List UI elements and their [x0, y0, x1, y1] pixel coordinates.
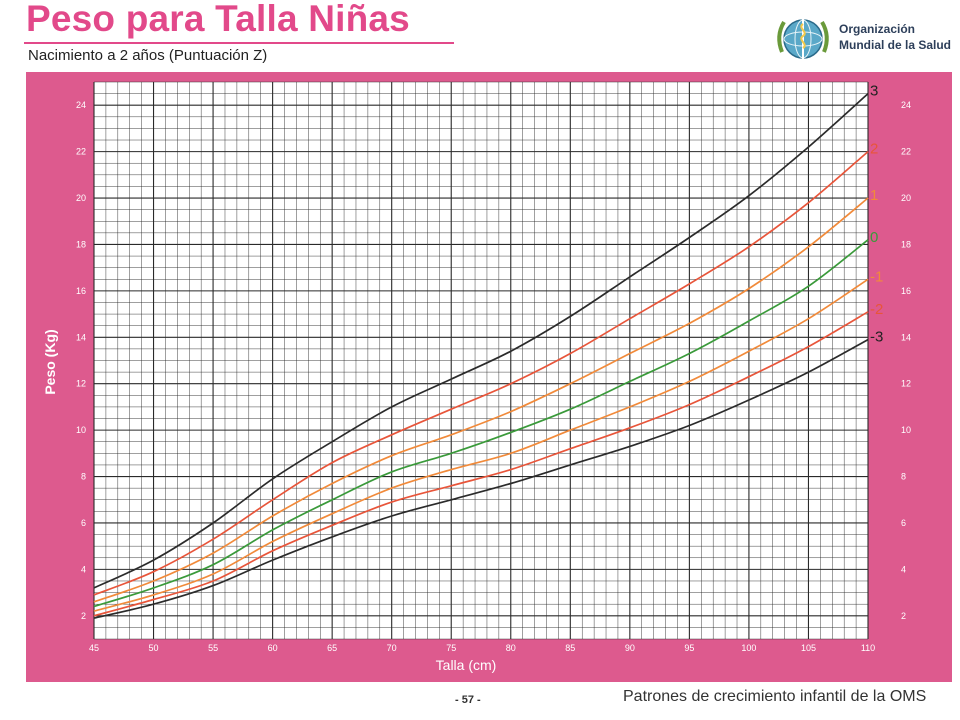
- series-label-z-2: -2: [870, 301, 883, 318]
- who-emblem-icon: [777, 18, 829, 62]
- y-tick-label-left: 6: [81, 518, 86, 528]
- y-tick-label-left: 10: [76, 425, 86, 435]
- org-name-line1: Organización: [839, 22, 916, 36]
- series-line-z2: [93, 150, 869, 596]
- y-tick-label-right: 6: [901, 518, 906, 528]
- y-tick-label-left: 24: [76, 100, 86, 110]
- y-tick-label-right: 20: [901, 193, 911, 203]
- footer-source: Patrones de crecimiento infantil de la O…: [623, 688, 927, 705]
- organization-logo: Organización Mundial de la Salud: [772, 12, 952, 66]
- y-tick-label-right: 10: [901, 425, 911, 435]
- series-group: [93, 92, 869, 619]
- x-tick-label: 75: [446, 643, 456, 653]
- page-title: Peso para Talla Niñas: [26, 0, 410, 39]
- x-tick-label: 45: [89, 643, 99, 653]
- x-tick-label: 55: [208, 643, 218, 653]
- y-tick-label-right: 22: [901, 147, 911, 157]
- y-tick-label-right: 4: [901, 564, 906, 574]
- y-tick-label-left: 8: [81, 472, 86, 482]
- page-number: - 57 -: [455, 694, 481, 706]
- y-tick-label-left: 22: [76, 147, 86, 157]
- series-label-z1: 1: [870, 187, 878, 204]
- y-tick-label-left: 20: [76, 193, 86, 203]
- y-tick-label-right: 16: [901, 286, 911, 296]
- x-tick-label: 110: [861, 643, 875, 653]
- x-tick-label: 95: [684, 643, 694, 653]
- title-rule: [24, 42, 454, 44]
- y-tick-label-right: 14: [901, 332, 911, 342]
- x-tick-label: 100: [741, 643, 756, 653]
- y-tick-label-right: 24: [901, 100, 911, 110]
- y-tick-label-right: 8: [901, 472, 906, 482]
- x-tick-label: 50: [149, 643, 159, 653]
- series-label-z3: 3: [870, 83, 878, 100]
- x-tick-label: 60: [268, 643, 278, 653]
- series-line-z-2: [93, 311, 869, 617]
- y-tick-label-left: 16: [76, 286, 86, 296]
- y-axis-label: Peso (Kg): [42, 329, 58, 394]
- series-line-z-3: [93, 338, 869, 619]
- series-line-z0: [93, 239, 869, 608]
- x-tick-label: 80: [506, 643, 516, 653]
- x-tick-label: 90: [625, 643, 635, 653]
- page-subtitle: Nacimiento a 2 años (Puntuación Z): [28, 47, 268, 64]
- series-label-z-1: -1: [870, 268, 883, 285]
- y-tick-label-right: 18: [901, 239, 911, 249]
- y-tick-label-right: 12: [901, 379, 911, 389]
- series-line-z-1: [93, 278, 869, 612]
- y-tick-label-left: 2: [81, 611, 86, 621]
- series-label-z-3: -3: [870, 329, 883, 346]
- series-line-z3: [93, 92, 869, 589]
- y-tick-label-left: 18: [76, 239, 86, 249]
- y-tick-label-left: 14: [76, 332, 86, 342]
- series-label-z2: 2: [870, 141, 878, 158]
- y-tick-label-right: 2: [901, 611, 906, 621]
- x-tick-label: 65: [327, 643, 337, 653]
- x-tick-label: 85: [565, 643, 575, 653]
- series-label-z0: 0: [870, 229, 878, 246]
- series-labels: 3 2 1 0 -1 -2 -3: [870, 83, 883, 346]
- y-tick-label-left: 4: [81, 564, 86, 574]
- y-tick-label-left: 12: [76, 379, 86, 389]
- grid-major: [93, 82, 869, 639]
- x-tick-label: 105: [801, 643, 816, 653]
- org-name-line2: Mundial de la Salud: [839, 38, 952, 52]
- series-line-z1: [93, 197, 869, 603]
- x-tick-label: 70: [387, 643, 397, 653]
- x-axis-label: Talla (cm): [436, 657, 497, 673]
